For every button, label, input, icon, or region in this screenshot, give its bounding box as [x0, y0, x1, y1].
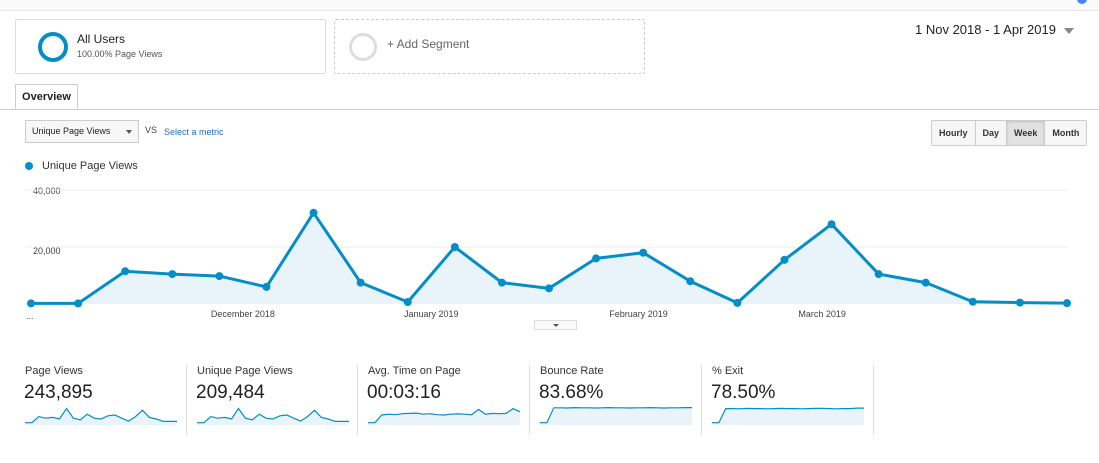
select-metric-link[interactable]: Select a metric [164, 127, 224, 137]
data-point[interactable] [968, 297, 977, 306]
data-point[interactable] [780, 255, 789, 264]
data-point[interactable] [74, 299, 83, 308]
collapse-chart-button[interactable] [534, 320, 577, 330]
scorecard[interactable]: Avg. Time on Page 00:03:16 [358, 365, 530, 435]
scorecard-title: Bounce Rate [540, 365, 604, 377]
sparkline [540, 406, 692, 425]
legend-swatch [25, 162, 33, 170]
top-bar [0, 0, 1099, 11]
x-tick-label: January 2019 [403, 309, 459, 319]
sparkline-area [25, 408, 177, 425]
vs-label: VS [145, 125, 158, 135]
y-tick-label: 40,000 [33, 186, 61, 196]
x-tick-label: March 2019 [798, 309, 846, 319]
granularity-hourly-button[interactable]: Hourly [932, 121, 976, 145]
granularity-day-button[interactable]: Day [975, 121, 1008, 145]
granularity-month-button[interactable]: Month [1045, 121, 1087, 145]
data-point[interactable] [686, 277, 695, 286]
chevron-down-icon [1063, 27, 1074, 34]
y-tick-label: 20,000 [33, 246, 61, 256]
sparkline-line [25, 407, 177, 424]
granularity-week-button[interactable]: Week [1007, 121, 1046, 145]
sparkline-area [197, 408, 349, 425]
date-range-label: 1 Nov 2018 - 1 Apr 2019 [915, 22, 1056, 37]
segment-circle-icon [38, 32, 68, 62]
scorecard[interactable]: Unique Page Views 209,484 [187, 365, 358, 435]
help-icon[interactable] [1077, 0, 1087, 4]
scorecard-title: % Exit [712, 365, 744, 377]
sparkline-line [712, 407, 864, 424]
segment-subtitle: 100.00% Page Views [77, 49, 163, 59]
tab-bar: Overview [0, 84, 1099, 110]
chevron-down-icon [553, 324, 559, 327]
data-point[interactable] [27, 299, 35, 308]
chevron-down-icon [126, 130, 132, 134]
date-range-picker[interactable]: 1 Nov 2018 - 1 Apr 2019 [915, 22, 1074, 37]
data-point[interactable] [262, 282, 271, 291]
scorecard[interactable]: Bounce Rate 83.68% [530, 365, 702, 435]
chart-legend: Unique Page Views [25, 160, 138, 172]
scorecard-value: 83.68% [539, 382, 604, 403]
metric-select-value: Unique Page Views [32, 126, 111, 136]
scorecard-value: 00:03:16 [367, 382, 441, 403]
data-point[interactable] [403, 298, 412, 307]
data-point[interactable] [1063, 299, 1071, 308]
data-point[interactable] [733, 298, 742, 307]
legend-label: Unique Page Views [42, 160, 138, 172]
sparkline [712, 407, 864, 425]
x-tick-label: ... [26, 311, 34, 321]
sparkline-area [540, 407, 692, 425]
empty-circle-icon [349, 33, 377, 61]
sparkline [197, 407, 349, 425]
sparkline-line [197, 407, 349, 424]
metric-select[interactable]: Unique Page Views [25, 120, 139, 143]
x-tick-label: February 2019 [609, 309, 668, 319]
add-segment-label: + Add Segment [387, 37, 470, 51]
data-point[interactable] [309, 208, 318, 217]
granularity-toggle: Hourly Day Week Month [931, 120, 1088, 146]
segment-name: All Users [77, 32, 126, 46]
data-point[interactable] [827, 220, 836, 229]
data-point[interactable] [874, 270, 883, 279]
scorecard-value: 78.50% [711, 382, 776, 403]
tab-overview[interactable]: Overview [15, 84, 78, 109]
data-point[interactable] [592, 254, 601, 263]
data-point[interactable] [356, 278, 365, 287]
sparkline-line [540, 406, 692, 424]
segment-all-users[interactable]: All Users 100.00% Page Views [15, 19, 326, 74]
data-point[interactable] [121, 267, 130, 276]
scorecard-title: Page Views [25, 365, 83, 377]
sparkline-line [368, 407, 521, 424]
data-point[interactable] [215, 272, 224, 281]
data-point[interactable] [921, 278, 930, 287]
series-area [31, 212, 1067, 304]
scorecard[interactable]: % Exit 78.50% [702, 365, 874, 435]
sparkline [368, 407, 521, 425]
data-point[interactable] [545, 284, 553, 293]
add-segment-button[interactable]: + Add Segment [334, 19, 645, 74]
line-chart [25, 189, 1071, 308]
scorecard-title: Unique Page Views [197, 365, 293, 377]
scorecard-value: 243,895 [24, 382, 93, 403]
data-point[interactable] [168, 270, 177, 279]
sparkline-area [368, 408, 520, 425]
scorecard[interactable]: Page Views 243,895 [15, 365, 187, 435]
data-point[interactable] [497, 278, 506, 287]
scorecard-value: 209,484 [196, 382, 265, 403]
sparkline-area [712, 408, 864, 425]
data-point[interactable] [1015, 298, 1024, 307]
x-tick-label: December 2018 [210, 309, 275, 319]
sparkline [25, 407, 177, 425]
scorecard-title: Avg. Time on Page [368, 365, 461, 377]
data-point[interactable] [639, 248, 648, 257]
data-point[interactable] [450, 243, 459, 251]
